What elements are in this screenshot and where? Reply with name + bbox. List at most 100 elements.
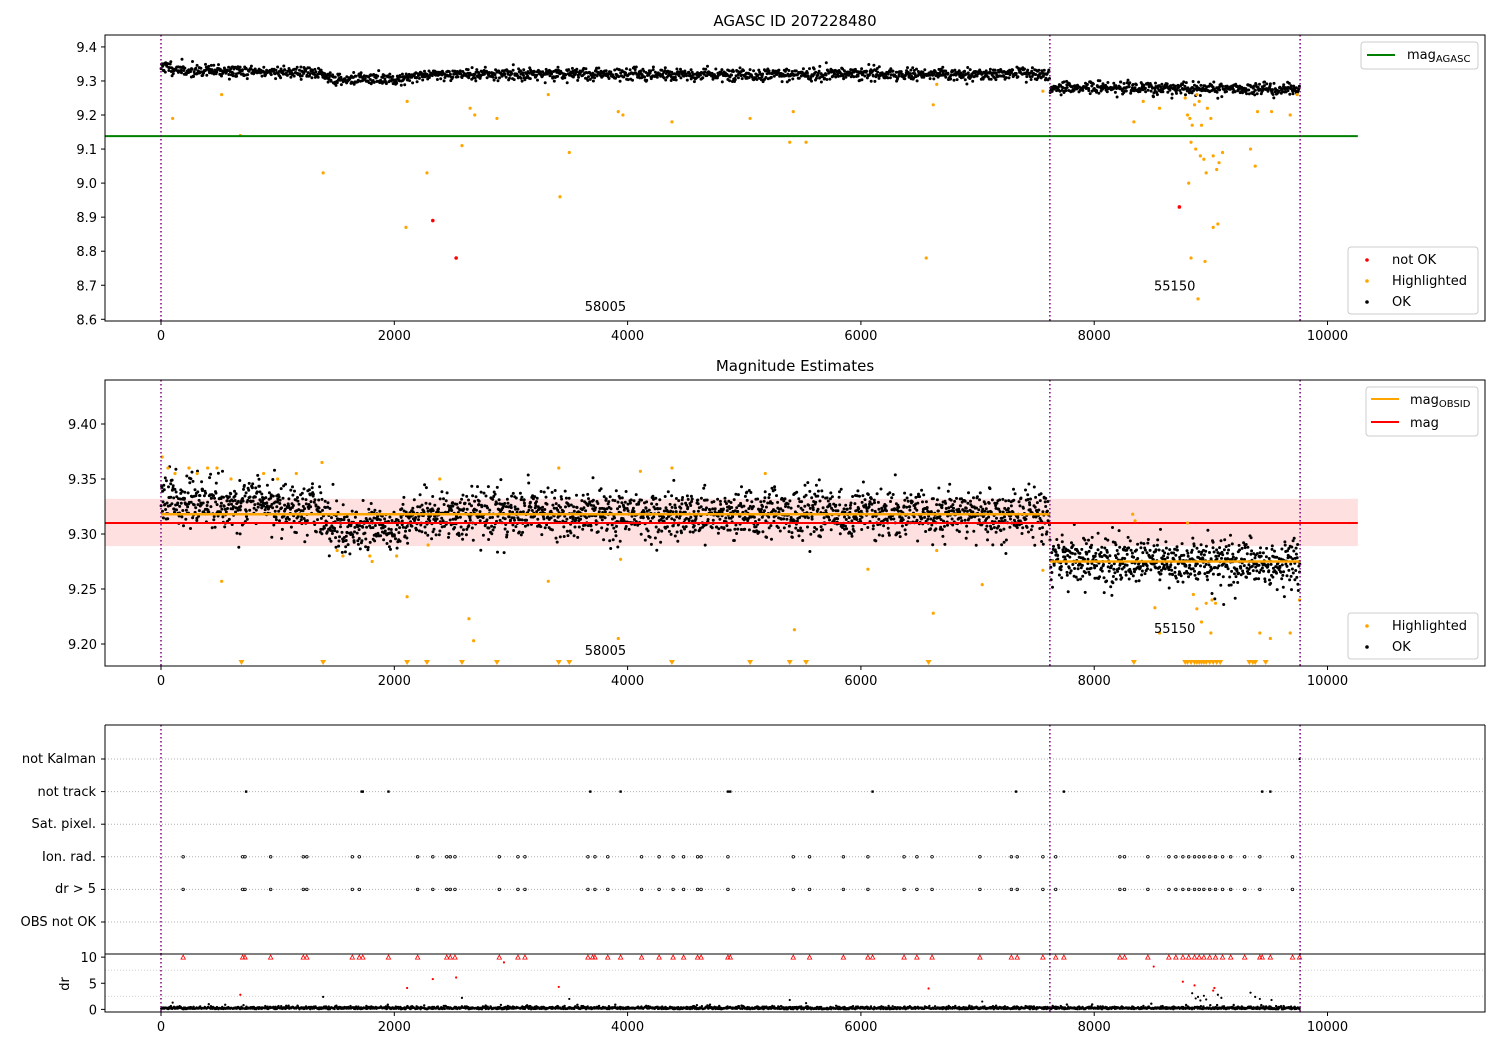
panel-agasc-data: [105, 35, 1358, 321]
magnitude-ok-point: [251, 499, 255, 503]
agasc-ok-point: [946, 71, 950, 75]
magnitude-ok-point: [626, 509, 630, 513]
agasc-ok-point: [517, 67, 521, 71]
magnitude-ok-point: [666, 490, 670, 494]
magnitude-ok-point: [1116, 569, 1120, 573]
agasc-ok-point: [307, 66, 311, 70]
agasc-ok-point: [1199, 83, 1203, 87]
magnitude-ok-point: [1099, 551, 1103, 554]
agasc-xtick-label: 8000: [1078, 329, 1111, 344]
magnitude-ok-point: [636, 523, 640, 527]
magnitude-ok-point: [727, 499, 731, 503]
magnitude-ok-point: [607, 500, 611, 504]
magnitude-ok-point: [634, 493, 638, 497]
agasc-ok-point: [1253, 88, 1257, 92]
magnitude-ok-point: [946, 523, 949, 527]
magnitude-ok-point: [440, 490, 444, 494]
agasc-ok-point: [410, 75, 414, 79]
magnitude-ok-point: [891, 493, 895, 496]
agasc-highlighted-point: [1205, 106, 1209, 110]
magnitude-ok-point: [442, 497, 445, 501]
magnitude-ok-point: [680, 502, 684, 506]
magnitude-ok-point: [821, 528, 824, 532]
agasc-ok-point: [915, 67, 918, 71]
agasc-ok-point: [730, 80, 734, 83]
magnitude-ok-point: [238, 532, 242, 536]
magnitude-ok-point: [920, 516, 924, 520]
agasc-ok-point: [748, 68, 752, 72]
magnitude-ok-point: [829, 491, 833, 495]
magnitude-ok-point: [562, 535, 566, 538]
magnitude-ok-point: [1069, 569, 1073, 573]
magnitude-ok-point: [947, 509, 951, 513]
magnitude-ok-point: [610, 523, 614, 527]
magnitude-ok-point: [816, 494, 820, 498]
magnitude-ok-point: [255, 490, 259, 494]
agasc-ok-point: [1122, 82, 1126, 85]
magnitude-ok-point: [1124, 573, 1128, 577]
magnitude-ok-point: [1026, 498, 1030, 501]
agasc-ok-point: [1282, 83, 1286, 87]
agasc-ok-point: [339, 83, 343, 87]
magnitude-ok-point: [254, 508, 258, 512]
magnitude-ok-point: [742, 518, 746, 522]
magnitude-ok-point: [418, 505, 422, 509]
agasc-ok-point: [841, 74, 845, 78]
agasc-ok-point: [308, 74, 311, 78]
agasc-highlighted-point: [1197, 99, 1201, 103]
magnitude-ok-point: [491, 515, 494, 519]
agasc-ok-point: [780, 80, 784, 84]
agasc-ok-point: [824, 73, 828, 77]
magnitude-ok-point: [1009, 517, 1012, 521]
magnitude-ok-point: [693, 528, 697, 532]
agasc-ok-point: [673, 75, 677, 79]
magnitude-ok-point: [871, 527, 875, 531]
magnitude-ok-point: [214, 491, 218, 495]
magnitude-ok-point: [872, 498, 876, 502]
magnitude-ok-point: [760, 515, 764, 519]
magnitude-ok-point: [165, 501, 169, 505]
magnitude-ok-point: [1065, 570, 1069, 574]
magnitude-ok-point: [798, 516, 802, 519]
magnitude-ok-point: [1030, 524, 1034, 528]
agasc-ok-point: [785, 67, 789, 71]
magnitude-ok-point: [565, 517, 569, 521]
magnitude-ok-point: [1111, 526, 1114, 529]
agasc-highlighted-point: [1195, 92, 1199, 97]
magnitude-ok-point: [224, 510, 228, 514]
agasc-ok-point: [784, 74, 788, 78]
magnitude-ok-point: [719, 502, 723, 506]
agasc-ok-point: [847, 73, 851, 77]
magnitude-ok-point: [1102, 563, 1105, 566]
agasc-ok-point: [456, 75, 460, 79]
agasc-ok-point: [1160, 82, 1164, 86]
magnitude-ok-point: [994, 504, 998, 508]
magnitude-ok-point: [614, 530, 618, 534]
magnitude-ok-point: [383, 525, 387, 528]
magnitude-ok-point: [1100, 569, 1104, 573]
magnitude-ok-point: [953, 499, 957, 503]
magnitude-ok-point: [751, 505, 755, 508]
agasc-ok-point: [195, 63, 199, 67]
magnitude-ok-point: [237, 545, 241, 549]
magnitude-ok-point: [264, 496, 268, 500]
magnitude-ok-point: [1093, 554, 1097, 558]
agasc-ok-point: [906, 66, 909, 70]
magnitude-ok-point: [244, 491, 248, 495]
magnitude-ok-point: [1093, 566, 1097, 570]
magnitude-ok-point: [879, 487, 883, 491]
magnitude-ok-point: [752, 515, 756, 519]
magnitude-ok-point: [807, 503, 811, 507]
magnitude-ok-point: [708, 508, 712, 512]
magnitude-ok-point: [1067, 566, 1071, 570]
agasc-ok-point: [189, 70, 192, 74]
magnitude-ok-point: [437, 507, 440, 511]
magnitude-ok-point: [810, 496, 814, 500]
magnitude-ok-point: [965, 524, 969, 528]
annotation-obsid-55150: 55150: [1154, 279, 1195, 294]
magnitude-ok-point: [582, 506, 586, 510]
agasc-not-ok-point: [1177, 205, 1182, 209]
magnitude-ok-point: [383, 529, 387, 533]
magnitude-ok-point: [590, 528, 594, 532]
magnitude-ok-point: [1003, 515, 1006, 519]
